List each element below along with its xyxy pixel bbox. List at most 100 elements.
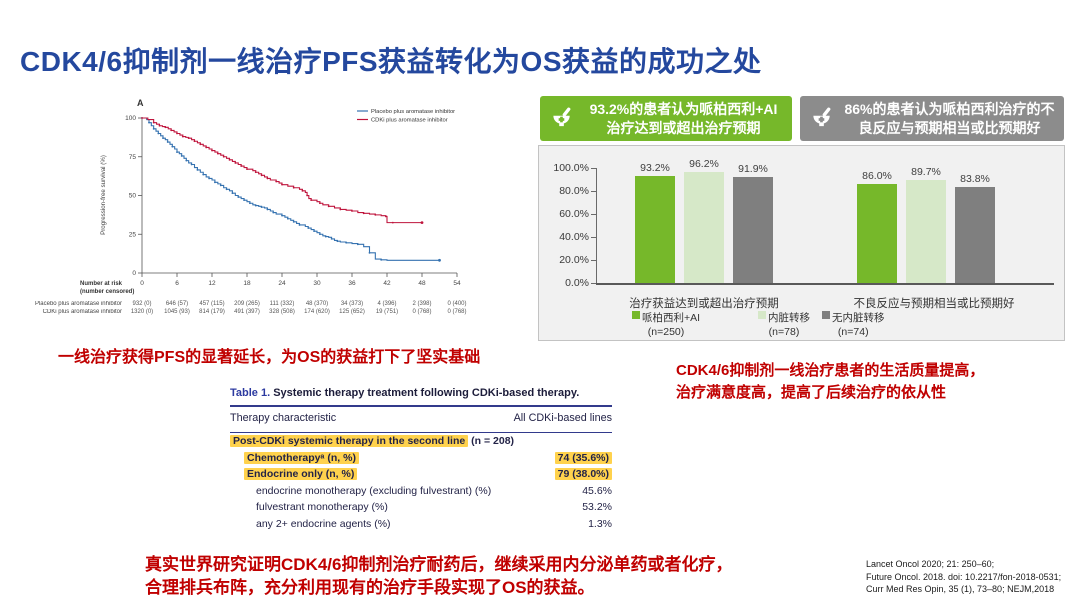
km-number-at-risk-table: Number at risk (number censored) Placebo… (28, 281, 508, 321)
km-ytick-label: 25 (129, 231, 137, 238)
risk-value: 2 (398) (412, 301, 432, 307)
km-censor-mark (438, 258, 441, 262)
callout-line: 86%的患者认为哌柏西利治疗的不 (844, 101, 1055, 118)
table-rule-top (230, 405, 612, 407)
km-ytick-label: 100 (125, 115, 136, 122)
table-rule-mid (230, 431, 612, 434)
bar-legend-n: (n=250) (647, 326, 685, 338)
bar-value-label: 83.8% (960, 172, 990, 185)
legend-color-swatch (822, 311, 830, 319)
risk-value: 932 (0) (132, 301, 152, 307)
risk-value: 19 (751) (375, 309, 399, 315)
bar-ytick-label: 20.0% (559, 253, 589, 266)
km-xtick-label: 18 (243, 280, 251, 287)
bar-legend-name: 无内脏转移 (832, 312, 885, 324)
risk-value: 174 (620) (304, 309, 330, 315)
bar (906, 179, 946, 283)
km-xtick-label: 30 (313, 280, 321, 287)
km-panel-label: A (137, 98, 144, 108)
note-line: CDK4/6抑制剂一线治疗患者的生活质量提高， (676, 362, 985, 379)
km-xtick-label: 54 (453, 280, 461, 287)
table-row: Post-CDKi systemic therapy in the second… (230, 433, 612, 450)
callout-line: 治疗达到或超出治疗预期 (606, 119, 761, 136)
table-row-label: fulvestrant monotherapy (%) (256, 501, 388, 514)
bar-ytick-mark (591, 237, 596, 238)
bar-legend-name-row: 哌柏西利+AI (632, 310, 700, 325)
bar-x-axis (596, 283, 1054, 285)
risk-value: 1320 (0) (130, 309, 154, 315)
bar-ytick-label: 80.0% (559, 184, 589, 197)
bar-legend-item: 内脏转移 (n=78) (758, 310, 810, 338)
risk-value: 814 (179) (199, 309, 225, 315)
table-row-value: 79 (38.0%) (554, 468, 612, 481)
highlighted-text: Post-CDKi systemic therapy in the second… (230, 435, 469, 448)
bar-group-label: 不良反应与预期相当或比预期好 (853, 298, 1015, 310)
bar-value-label: 86.0% (862, 170, 892, 183)
bar-ytick-mark (591, 260, 596, 261)
bar-legend-item: 哌柏西利+AI (n=250) (632, 310, 700, 338)
risk-value: 491 (397) (234, 309, 260, 315)
risk-value: 111 (332) (269, 301, 295, 307)
table-number-label: Table 1. (230, 387, 271, 399)
risk-value: 125 (652) (339, 309, 365, 315)
reference-line: Curr Med Res Opin, 35 (1), 73–80; NEJM,2… (866, 584, 1055, 595)
reference-line: Future Oncol. 2018. doi: 10.2217/fon-201… (866, 571, 1062, 582)
table-row-label: Post-CDKi systemic therapy in the second… (230, 435, 514, 448)
table-row-value: 45.6% (582, 484, 612, 497)
table-title-text: Systemic therapy treatment following CDK… (273, 387, 580, 399)
bar-ytick-label: 40.0% (559, 230, 589, 243)
table-row-label: Endocrine only (n, %) (230, 468, 358, 481)
risk-row-label: Placebo plus aromatase inhibitor (34, 301, 122, 307)
km-xtick-label: 6 (175, 280, 179, 287)
km-xtick-label: 12 (208, 280, 216, 287)
risk-value: 0 (768) (447, 309, 467, 315)
km-censor-mark (420, 221, 424, 225)
highlighted-text: Chemotherapyᵃ (n, %) (244, 451, 359, 464)
bar-legend-name: 哌柏西利+AI (642, 312, 701, 324)
table-row-label: Chemotherapyᵃ (n, %) (230, 451, 359, 464)
risk-value: 34 (373) (340, 301, 364, 307)
note-pfs-benefit: 一线治疗获得PFS的显著延长，为OS的获益打下了坚实基础 (58, 349, 481, 366)
table-row: Endocrine only (n, %) 79 (38.0%) (230, 466, 612, 483)
callout-treatment-expectation: 93.2%的患者认为哌柏西利+AI 治疗达到或超出治疗预期 (540, 96, 792, 141)
risk-value: 328 (508) (269, 309, 295, 315)
table-row: fulvestrant monotherapy (%) 53.2% (230, 499, 612, 516)
km-curve (142, 117, 422, 224)
note-line: 合理排兵布阵，充分利用现有的治疗手段实现了OS的获益。 (145, 577, 595, 597)
bar-y-axis (596, 168, 597, 283)
km-xtick-label: 42 (383, 280, 391, 287)
risk-value: 0 (400) (447, 301, 467, 307)
reference-line: Lancet Oncol 2020; 21: 250–60; (866, 559, 995, 569)
risk-value: 457 (115) (199, 301, 225, 307)
bar-legend-n: (n=78) (768, 326, 800, 338)
table-row-label: endocrine monotherapy (excluding fulvest… (256, 484, 492, 497)
bar-value-label: 96.2% (689, 158, 719, 171)
bar-ytick-mark (591, 168, 596, 169)
bar-ytick-mark (591, 191, 596, 192)
callout-adverse-events: 86%的患者认为哌柏西利治疗的不 良反应与预期相当或比预期好 (800, 96, 1064, 141)
table-row-label: any 2+ endocrine agents (%) (256, 517, 391, 530)
table-col-header: Therapy characteristic (230, 411, 337, 424)
km-legend-label: CDKi plus aromatase inhibitor (371, 118, 448, 124)
bar-ytick-label: 100.0% (553, 161, 589, 174)
risk-row-label: CDKi plus aromatase inhibitor (42, 309, 122, 315)
bar-ytick-mark (591, 214, 596, 215)
table-row: Chemotherapyᵃ (n, %) 74 (35.6%) (230, 450, 612, 467)
table-col-header: All CDKi-based lines (513, 411, 612, 424)
bar-legend-name-row: 无内脏转移 (822, 310, 885, 325)
note-quality-of-life: CDK4/6抑制剂一线治疗患者的生活质量提高， 治疗满意度高，提高了后续治疗的依… (676, 360, 984, 404)
table-caption: Table 1. Systemic therapy treatment foll… (230, 387, 612, 399)
km-ytick-label: 75 (129, 154, 137, 161)
systemic-therapy-table: Table 1. Systemic therapy treatment foll… (230, 387, 612, 532)
note-real-world-os: 真实世界研究证明CDK4/6抑制剂治疗耐药后，继续采用内分泌单药或者化疗， 合理… (145, 554, 732, 600)
bar (635, 175, 675, 283)
km-xtick-label: 36 (348, 280, 356, 287)
table-row: endocrine monotherapy (excluding fulvest… (230, 483, 612, 500)
table-header-row: Therapy characteristic All CDKi-based li… (230, 407, 612, 432)
bar-ytick-label: 60.0% (559, 207, 589, 220)
risk-value: 0 (768) (412, 309, 432, 315)
risk-table-header: Number at risk (number censored) (80, 281, 134, 297)
bar (733, 177, 773, 283)
km-y-axis-label: Progression-free survival (%) (100, 155, 107, 235)
